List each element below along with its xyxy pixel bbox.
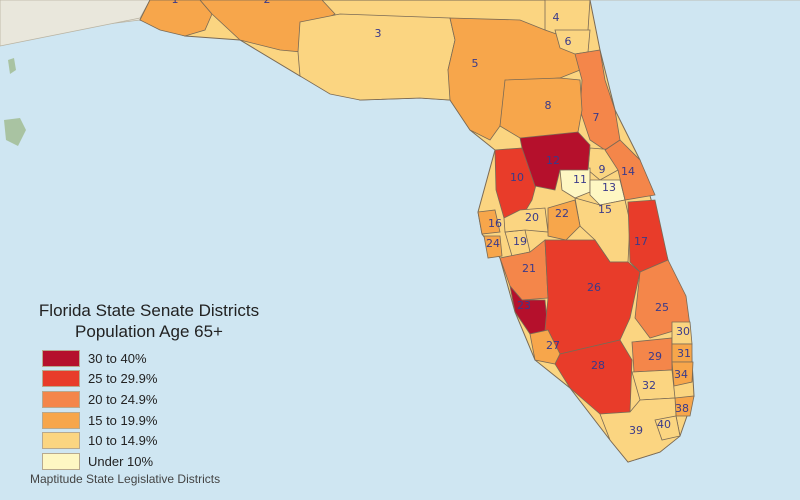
district-label: 40 <box>657 418 671 431</box>
district-label: 23 <box>517 299 531 312</box>
district-label: 31 <box>677 347 691 360</box>
legend-item: 30 to 40% <box>42 348 284 369</box>
district-label: 19 <box>513 235 527 248</box>
district-label: 21 <box>522 262 536 275</box>
district-label: 34 <box>674 368 688 381</box>
legend: Florida State Senate Districts Populatio… <box>14 300 284 472</box>
district-label: 6 <box>565 35 572 48</box>
legend-label: 30 to 40% <box>88 350 147 366</box>
legend-label: 15 to 19.9% <box>88 412 158 428</box>
legend-item: 15 to 19.9% <box>42 410 284 431</box>
district-label: 29 <box>648 350 662 363</box>
district-label: 2 <box>264 0 271 6</box>
legend-swatch <box>42 349 80 367</box>
legend-label: 20 to 24.9% <box>88 391 158 407</box>
district-label: 27 <box>546 339 560 352</box>
district-label: 25 <box>655 301 669 314</box>
neighbor-land <box>0 0 151 47</box>
district-label: 10 <box>510 171 524 184</box>
district-label: 38 <box>675 402 689 415</box>
district-label: 14 <box>621 165 635 178</box>
legend-swatch <box>42 432 80 450</box>
district-label: 39 <box>629 424 643 437</box>
district-label: 4 <box>553 11 560 24</box>
district-label: 26 <box>587 281 601 294</box>
island <box>4 118 26 146</box>
district-label: 20 <box>525 211 539 224</box>
legend-swatch <box>42 411 80 429</box>
legend-item: 20 to 24.9% <box>42 389 284 410</box>
district-8[interactable] <box>499 77 583 139</box>
legend-swatch <box>42 452 80 470</box>
legend-label: 25 to 29.9% <box>88 371 158 387</box>
district-label: 7 <box>593 111 600 124</box>
district-26[interactable] <box>544 239 641 355</box>
district-label: 28 <box>591 359 605 372</box>
district-label: 5 <box>472 57 479 70</box>
legend-label: 10 to 14.9% <box>88 433 158 449</box>
district-label: 1 <box>172 0 179 6</box>
district-label: 22 <box>555 207 569 220</box>
district-40[interactable] <box>654 415 681 441</box>
district-label: 3 <box>375 27 382 40</box>
district-label: 24 <box>486 237 500 250</box>
legend-list: 30 to 40% 25 to 29.9% 20 to 24.9% 15 to 19.… <box>42 348 284 472</box>
map-credit: Maptitude State Legislative Districts <box>30 472 221 486</box>
district-label: 15 <box>598 203 612 216</box>
legend-item: Under 10% <box>42 451 284 472</box>
district-label: 32 <box>642 379 656 392</box>
legend-title: Florida State Senate Districts <box>38 301 260 320</box>
district-16[interactable] <box>477 209 501 235</box>
district-14[interactable] <box>604 139 656 201</box>
district-label: 13 <box>602 181 616 194</box>
district-34[interactable] <box>671 361 694 387</box>
legend-item: 25 to 29.9% <box>42 369 284 390</box>
district-label: 11 <box>573 173 587 186</box>
legend-label: Under 10% <box>88 453 154 469</box>
district-12[interactable] <box>519 131 591 191</box>
district-22[interactable] <box>547 199 581 241</box>
district-label: 30 <box>676 325 690 338</box>
district-label: 17 <box>634 235 648 248</box>
legend-swatch <box>42 370 80 388</box>
district-24[interactable] <box>483 235 503 259</box>
legend-swatch <box>42 390 80 408</box>
district-label: 12 <box>546 154 560 167</box>
island <box>8 58 16 74</box>
district-label: 16 <box>488 217 502 230</box>
legend-subtitle: Population Age 65+ <box>75 322 223 341</box>
district-label: 9 <box>599 163 606 176</box>
district-label: 8 <box>545 99 552 112</box>
legend-item: 10 to 14.9% <box>42 430 284 451</box>
